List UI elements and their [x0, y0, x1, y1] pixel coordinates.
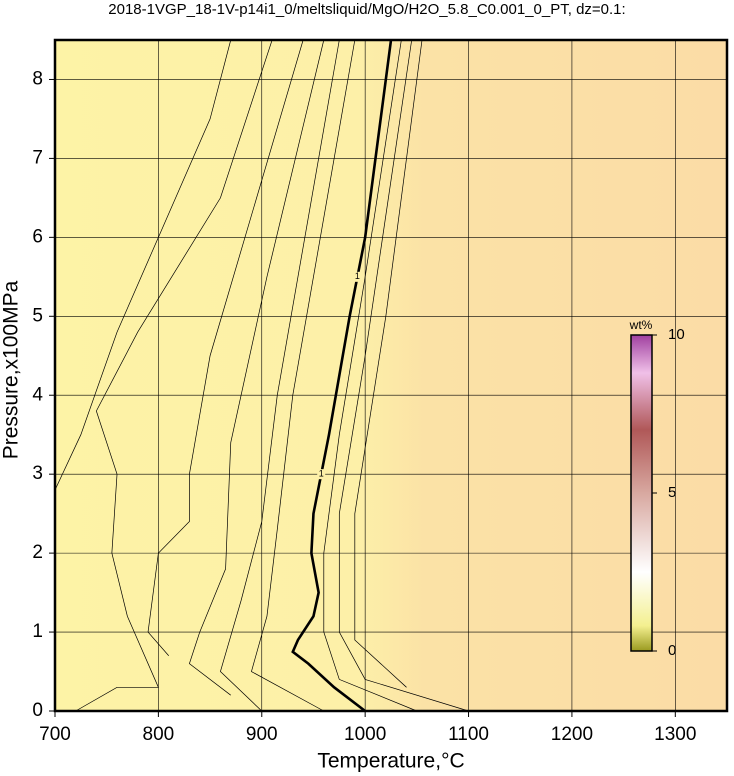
plot-background [55, 40, 727, 711]
contour-line [54, 39, 232, 491]
y-tick-label: 0 [32, 700, 43, 721]
x-tick-label: 700 [39, 724, 71, 745]
y-tick-label: 8 [32, 68, 43, 89]
x-tick-label: 1000 [344, 724, 386, 745]
y-tick-label: 6 [32, 226, 43, 247]
contour-line [323, 39, 417, 712]
contour-label-bg [353, 271, 362, 282]
chart-title: 2018-1VGP_18-1V-p14i1_0/meltsliquid/MgO/… [108, 1, 625, 18]
contours: 11 [54, 39, 469, 713]
x-tick-label: 1300 [654, 724, 696, 745]
x-tick-label: 1200 [551, 724, 593, 745]
contour-label: 1 [355, 271, 360, 281]
y-tick-label: 5 [32, 305, 43, 326]
y-tick-label: 3 [32, 463, 43, 484]
contour-line [147, 39, 304, 656]
contour-label-bg [317, 469, 326, 480]
x-tick-label: 800 [143, 724, 175, 745]
contour-line [338, 39, 469, 712]
plot-frame [53, 38, 729, 713]
contour-line [354, 39, 423, 688]
x-tick-label: 1100 [448, 724, 489, 745]
colorbar-tick-label: 10 [668, 326, 685, 343]
x-axis-label: Temperature,°C [317, 750, 464, 773]
contour-line [75, 39, 273, 712]
contour-line [188, 39, 325, 696]
y-tick-label: 4 [32, 384, 43, 405]
contour-line [251, 39, 356, 712]
contour-label: 1 [319, 469, 324, 479]
y-tick-label: 1 [32, 621, 43, 642]
grid [54, 40, 727, 712]
y-tick-label: 7 [32, 147, 43, 168]
contour-line [291, 39, 393, 713]
y-tick-label: 2 [32, 542, 43, 563]
colorbar-label: wt% [629, 318, 653, 332]
x-tick-label: 900 [246, 724, 278, 745]
y-axis-label: Pressure,x100MPa [0, 280, 23, 459]
colorbar-tick-label: 5 [668, 484, 676, 501]
colorbar-tick-label: 0 [668, 642, 676, 659]
contour-line [220, 39, 340, 712]
colorbar [630, 334, 653, 652]
